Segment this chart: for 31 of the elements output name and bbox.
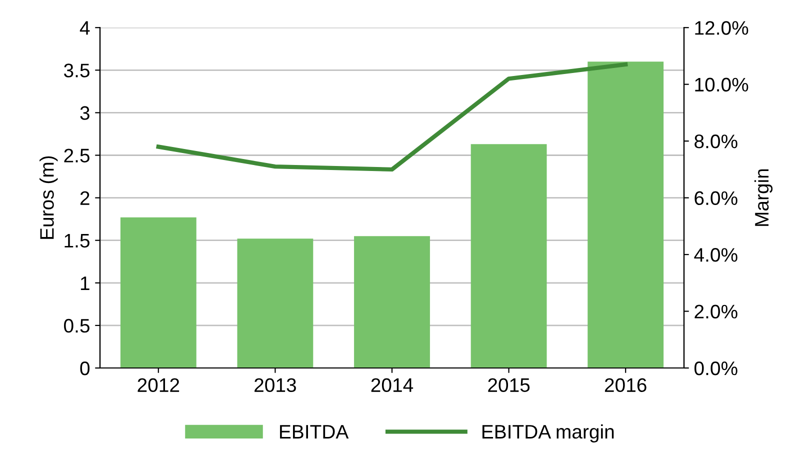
y2-tick-label: 12.0% xyxy=(695,21,748,35)
x-tick-label: 2014 xyxy=(371,378,414,392)
legend-label: EBITDA margin xyxy=(482,424,614,442)
y-tick-label: 3 xyxy=(80,106,90,120)
y-tick-label: 1 xyxy=(80,276,90,290)
legend-label: EBITDA xyxy=(280,425,349,438)
y2-tick-label: 6.0% xyxy=(694,191,738,206)
y2-tick-label: 4.0% xyxy=(694,248,738,262)
bar xyxy=(120,217,196,368)
y2-axis-title: Margin xyxy=(754,169,773,226)
x-tick-label: 2012 xyxy=(138,378,180,392)
x-tick-label: 2015 xyxy=(488,378,530,392)
y2-tick-label: 0.0% xyxy=(694,361,738,376)
y-tick-label: 2 xyxy=(80,191,90,205)
bar xyxy=(354,236,430,368)
y-tick-label: 0 xyxy=(80,361,90,376)
y2-tick-label: 10.0% xyxy=(695,78,748,92)
y-tick-label: 0.5 xyxy=(64,318,90,333)
bar xyxy=(470,144,547,368)
x-tick-label: 2013 xyxy=(254,378,296,392)
x-tick-label: 2016 xyxy=(604,378,646,392)
y2-tick-label: 8.0% xyxy=(694,134,738,148)
y-tick-label: 3.5 xyxy=(64,64,90,78)
y-axis-title: Euros (m) xyxy=(40,156,58,239)
y2-tick-label: 2.0% xyxy=(694,304,738,319)
y-tick-label: 4 xyxy=(80,21,90,35)
y-tick-label: 2.5 xyxy=(64,148,90,162)
line-series xyxy=(156,62,628,172)
bar xyxy=(237,238,314,368)
bar xyxy=(588,62,664,368)
y-tick-label: 1.5 xyxy=(64,234,90,248)
